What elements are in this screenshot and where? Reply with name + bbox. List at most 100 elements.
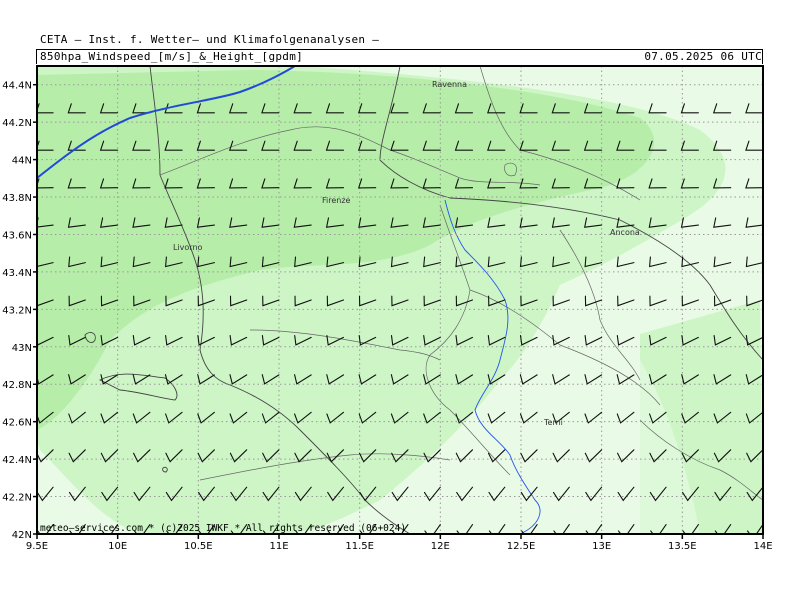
wind-barb — [713, 217, 732, 228]
wind-barb — [713, 449, 732, 463]
wind-barb — [357, 178, 377, 189]
wind-barb — [649, 295, 667, 307]
wind-barb — [648, 374, 667, 385]
wind-barb — [423, 411, 441, 424]
wind-barb — [68, 449, 86, 463]
x-tick-label: 9.5E — [26, 541, 48, 552]
wind-barb — [713, 374, 732, 385]
wind-barb — [390, 140, 409, 151]
wind-barb — [488, 295, 506, 307]
wind-barb — [745, 178, 763, 189]
city-label-livorno: Livorno — [173, 243, 203, 252]
wind-barb — [132, 374, 151, 385]
wind-barb — [261, 334, 280, 346]
wind-barb — [680, 217, 699, 228]
wind-barb — [68, 295, 86, 307]
wind-barb — [519, 374, 538, 385]
wind-barb — [67, 217, 86, 228]
wind-barb — [649, 411, 667, 424]
wind-barb — [648, 256, 667, 268]
wind-barb — [649, 334, 667, 346]
wind-barb — [391, 449, 409, 463]
wind-barb — [165, 449, 183, 463]
wind-barb — [229, 334, 248, 346]
wind-barb — [294, 256, 312, 268]
wind-barb — [745, 374, 763, 385]
wind-barb — [326, 374, 345, 385]
wind-barb — [617, 486, 635, 502]
wind-barb — [164, 256, 183, 268]
wind-barb — [358, 449, 377, 463]
wind-barb — [390, 334, 409, 346]
y-axis: 42N 42.2N 42.4N 42.6N 42.8N 43N 43.2N 43.4N 43.6… — [2, 81, 37, 541]
y-tick-label: 42.6N — [2, 418, 32, 429]
wind-barb — [229, 411, 248, 424]
y-tick-label: 42.4N — [2, 455, 32, 466]
wind-barb — [551, 178, 570, 189]
y-tick-label: 42.2N — [2, 493, 32, 504]
wind-barb — [423, 256, 441, 268]
wind-barb — [423, 334, 441, 346]
wind-barb — [585, 486, 603, 502]
wind-barb — [293, 178, 312, 189]
parameter-label: 850hpa_Windspeed_[m/s]_&_Height_[gpdm] — [40, 50, 304, 63]
wind-barb — [326, 449, 345, 463]
wind-barb — [745, 217, 763, 228]
wind-barb — [325, 103, 345, 114]
wind-barb — [712, 140, 732, 151]
wind-barb — [681, 411, 699, 424]
wind-barb — [519, 103, 538, 114]
wind-barb — [37, 486, 54, 502]
wind-barb — [584, 217, 603, 228]
wind-barb — [390, 103, 409, 114]
wind-barb — [132, 140, 151, 151]
wind-barb — [197, 295, 215, 307]
wind-barb — [583, 140, 603, 151]
wind-barb — [681, 449, 699, 463]
wind-barb — [100, 217, 119, 228]
wind-barb — [68, 256, 86, 268]
wind-barb — [294, 411, 312, 424]
wind-barb — [164, 217, 183, 228]
x-tick-label: 12E — [431, 541, 450, 552]
wind-barb — [68, 334, 86, 346]
y-tick-label: 42.8N — [2, 380, 32, 391]
y-tick-label: 43.8N — [2, 193, 32, 204]
wind-barb — [584, 449, 603, 463]
wind-barb — [455, 334, 474, 346]
wind-barb — [68, 374, 86, 385]
wind-barb — [99, 140, 119, 151]
wind-barb — [229, 295, 248, 307]
wind-barb — [487, 103, 506, 114]
wind-barb — [294, 374, 312, 385]
city-label-ravenna: Ravenna — [432, 80, 467, 89]
wind-barb — [37, 140, 54, 151]
wind-barb — [99, 103, 119, 114]
wind-barb — [100, 374, 119, 385]
wind-barb — [423, 374, 441, 385]
wind-barb — [617, 295, 635, 307]
wind-barb — [745, 256, 763, 268]
wind-barb — [680, 103, 699, 114]
wind-barb — [713, 411, 732, 424]
wind-barb — [713, 256, 732, 268]
wind-barb — [552, 411, 570, 424]
wind-barb — [325, 140, 345, 151]
wind-barb — [358, 334, 377, 346]
wind-barb — [519, 411, 538, 424]
wind-barb — [358, 374, 377, 385]
wind-barb — [680, 178, 699, 189]
wind-barb — [261, 140, 280, 151]
wind-barb — [196, 140, 215, 151]
wind-barb — [584, 334, 603, 346]
wind-barb — [455, 295, 474, 307]
wind-barb — [391, 486, 409, 502]
city-label-firenze: Firenze — [322, 196, 351, 205]
wind-barb — [133, 486, 151, 502]
wind-barb — [583, 178, 603, 189]
wind-barb — [101, 486, 119, 502]
wind-barb — [197, 334, 215, 346]
borders — [159, 66, 763, 501]
wind-barb — [519, 217, 538, 228]
wind-barb — [99, 178, 119, 189]
